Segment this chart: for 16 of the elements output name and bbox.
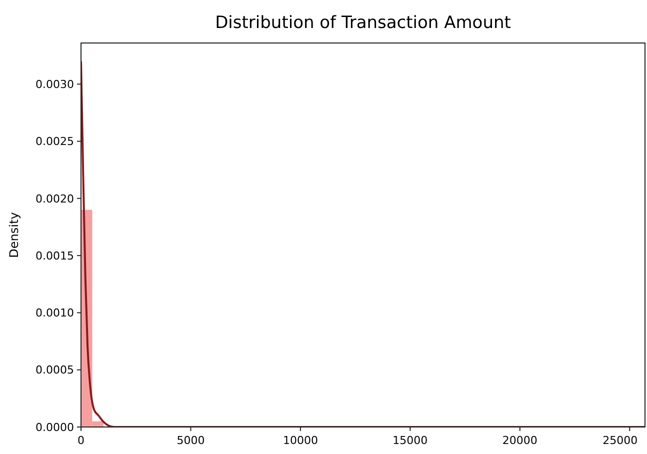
chart-title: Distribution of Transaction Amount [215,13,512,33]
x-tick-label: 5000 [176,434,205,447]
x-tick-label: 25000 [602,434,638,447]
y-tick-label: 0.0000 [36,420,74,434]
y-tick-label: 0.0010 [36,306,74,320]
y-tick-label: 0.0020 [36,192,74,206]
y-tick-label: 0.0005 [36,364,74,377]
x-tick-label: 0 [78,434,84,447]
y-axis-title: Density [7,212,21,258]
x-tick-label: 20000 [502,434,538,447]
line-series [81,60,645,427]
y-tick-label: 0.0030 [36,78,74,91]
x-tick-label: 15000 [392,434,428,447]
x-tick-label: 10000 [282,434,318,447]
y-tick-label: 0.0025 [36,135,74,148]
y-tick-label: 0.0015 [36,249,74,262]
